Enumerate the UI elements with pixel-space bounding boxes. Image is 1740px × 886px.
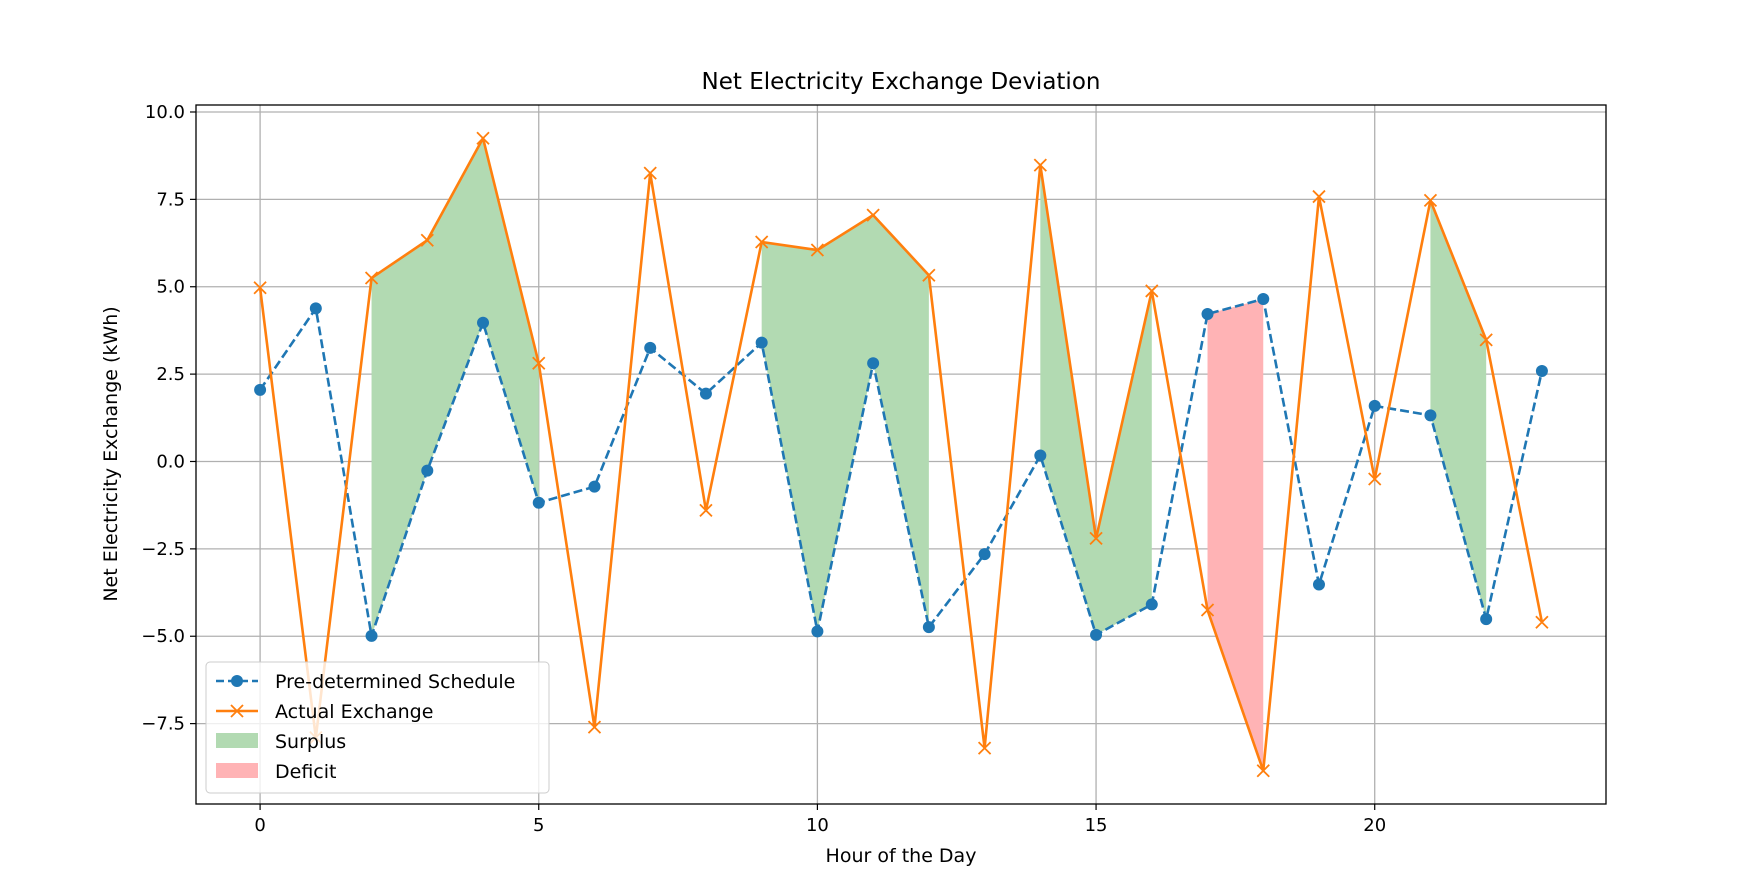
actual-point (643, 166, 657, 180)
x-axis-label: Hour of the Day (826, 845, 977, 867)
schedule-point (644, 341, 657, 354)
x-tick-label: 0 (254, 815, 265, 836)
schedule-point (1090, 628, 1103, 641)
actual-point (1479, 333, 1493, 347)
legend-box (205, 661, 550, 794)
axis-ticks: 0 5 10 15 20 −7.5 −5.0 −2.5 0.0 2.5 5.0 7.5 10.0 (141, 102, 1386, 836)
schedule-point (477, 316, 490, 329)
legend-schedule-marker-icon (231, 675, 243, 687)
actual-point (1256, 764, 1270, 778)
schedule-point (1201, 308, 1214, 321)
actual-point (1423, 193, 1438, 208)
schedule-point (532, 496, 545, 509)
schedule-point (1257, 292, 1270, 305)
schedule-point (588, 480, 601, 493)
actual-point (810, 243, 825, 257)
schedule-point (365, 629, 378, 642)
actual-point (699, 503, 713, 518)
y-tick-label: 10.0 (145, 102, 185, 123)
actual-point (1312, 189, 1326, 204)
schedule-point (1034, 449, 1047, 462)
surplus-region (1040, 165, 1152, 635)
actual-point (1368, 472, 1382, 486)
actual-line (258, 136, 1544, 773)
actual-point (755, 235, 769, 249)
actual-point (587, 720, 602, 734)
y-tick-label: 0.0 (156, 451, 185, 472)
schedule-point (1312, 578, 1325, 591)
deficit-region (1207, 298, 1264, 771)
schedule-point (1145, 598, 1158, 611)
schedule-point (755, 336, 768, 349)
legend: Pre-determined Schedule Actual Exchange … (205, 661, 550, 794)
y-tick-label: 5.0 (156, 277, 185, 298)
x-tick-label: 20 (1363, 815, 1386, 836)
legend-actual-marker-icon (230, 704, 244, 718)
y-axis-label: Net Electricity Exchange (kWh) (100, 306, 122, 601)
actual-point (364, 271, 379, 285)
actual-point (922, 268, 936, 282)
schedule-point (922, 621, 935, 634)
schedule-point (811, 625, 824, 638)
legend-label-actual: Actual Exchange (275, 701, 433, 723)
chart-title: Net Electricity Exchange Deviation (702, 69, 1101, 95)
schedule-point (1480, 613, 1493, 626)
actual-point (1145, 284, 1159, 298)
y-tick-label: 7.5 (156, 189, 185, 210)
series-lines (253, 131, 1549, 778)
schedule-line (259, 297, 1544, 638)
y-tick-label: −5.0 (141, 626, 185, 647)
schedule-point (978, 548, 991, 561)
x-tick-label: 15 (1085, 815, 1108, 836)
y-tick-label: 2.5 (156, 364, 185, 385)
schedule-point (699, 387, 712, 400)
actual-point (532, 356, 546, 370)
schedule-point (867, 357, 880, 370)
legend-label-deficit: Deficit (275, 761, 336, 783)
legend-label-schedule: Pre-determined Schedule (275, 671, 515, 693)
schedule-point (1368, 399, 1381, 412)
surplus-region (761, 215, 929, 632)
actual-point (866, 208, 880, 222)
schedule-point (1535, 364, 1548, 377)
actual-point (420, 233, 434, 247)
schedule-point (254, 383, 267, 396)
actual-point (977, 741, 992, 755)
x-tick-label: 10 (806, 815, 829, 836)
actual-point (476, 131, 490, 145)
x-tick-label: 5 (533, 815, 544, 836)
actual-point (253, 281, 267, 295)
schedule-point (421, 464, 434, 477)
schedule-point (1424, 409, 1437, 422)
y-tick-label: −7.5 (141, 714, 185, 735)
plot-frame (195, 104, 1607, 805)
schedule-point (309, 302, 322, 315)
actual-point (1200, 603, 1215, 617)
y-tick-label: −2.5 (141, 539, 185, 560)
legend-deficit-swatch-icon (216, 763, 258, 778)
legend-label-surplus: Surplus (275, 731, 346, 753)
actual-point (1089, 531, 1103, 546)
actual-point (1535, 615, 1549, 629)
legend-surplus-swatch-icon (216, 733, 258, 748)
actual-point (1033, 158, 1047, 172)
